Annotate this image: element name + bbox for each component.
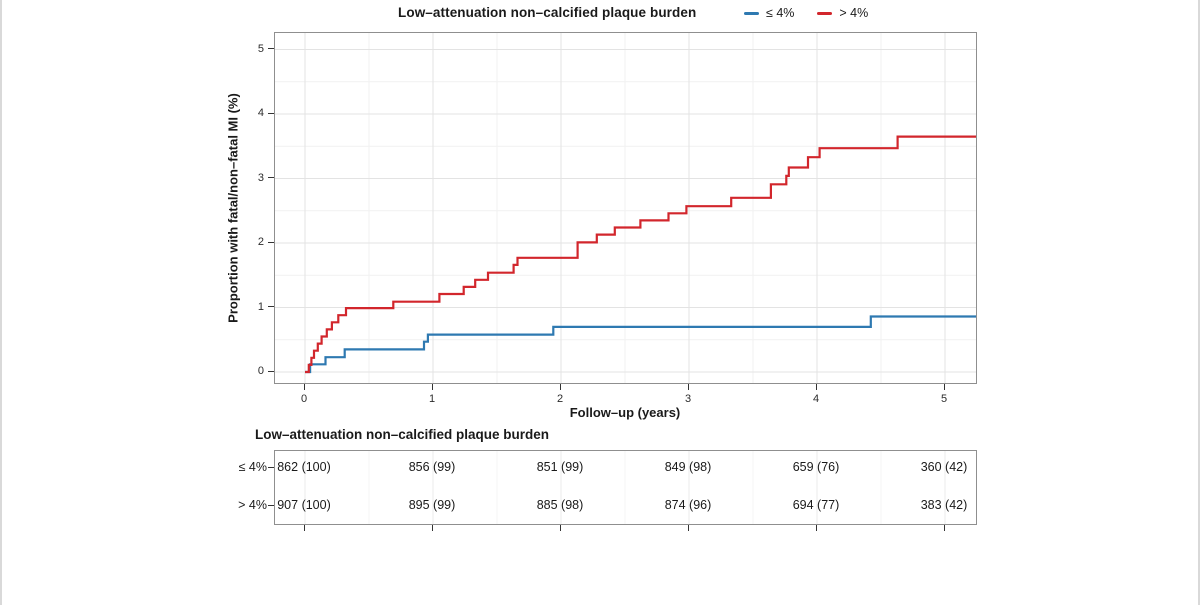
- plot-panel: [274, 32, 977, 384]
- legend-item-gt4: > 4%: [817, 6, 868, 20]
- risk-table-bottom-tick: [431, 525, 433, 531]
- risk-table-cell: 694 (77): [792, 498, 840, 512]
- x-tick-label: 0: [300, 393, 308, 405]
- y-tick-mark: [268, 241, 274, 243]
- x-tick-label: 5: [940, 393, 948, 405]
- risk-table-row-label: > 4%: [238, 498, 267, 512]
- risk-table-cell: 659 (76): [792, 460, 840, 474]
- y-tick-label: 0: [257, 365, 264, 377]
- x-tick-mark: [815, 384, 817, 390]
- risk-table-row-tick: [268, 466, 274, 468]
- risk-table-gridlines: [304, 451, 946, 524]
- km-curve-le4: [305, 315, 976, 374]
- y-tick-label: 3: [257, 171, 264, 184]
- y-tick-mark: [268, 112, 274, 114]
- y-tick-mark: [268, 48, 274, 49]
- risk-table-bottom-tick: [559, 525, 561, 531]
- risk-table-cell: 907 (100): [277, 498, 331, 512]
- risk-table-title: Low–attenuation non–calcified plaque bur…: [255, 427, 550, 442]
- window-edge-right: [1198, 0, 1200, 605]
- y-axis-title: Proportion with fatal/non–fatal MI (%): [225, 93, 241, 323]
- risk-table-bottom-tick: [815, 525, 817, 531]
- y-tick-label: 4: [257, 107, 264, 119]
- x-tick-mark: [687, 384, 689, 390]
- risk-table-cell: 849 (98): [664, 460, 712, 474]
- y-tick-mark: [268, 306, 274, 307]
- risk-table-row-label: ≤ 4%: [238, 460, 267, 474]
- x-tick-mark: [559, 384, 561, 390]
- risk-table-frame: [274, 450, 977, 525]
- risk-table-row-tick: [268, 504, 274, 506]
- risk-table-cell: 851 (99): [536, 460, 584, 474]
- risk-table-cell: 874 (96): [664, 498, 712, 512]
- x-tick-label: 2: [556, 393, 564, 405]
- y-tick-mark: [268, 370, 274, 372]
- legend-label-le4: ≤ 4%: [766, 6, 795, 20]
- x-tick-label: 3: [684, 393, 692, 405]
- km-curves-plot: [275, 33, 976, 383]
- x-tick-mark: [943, 384, 945, 390]
- x-axis-title: Follow–up (years): [569, 405, 681, 420]
- risk-table-bottom-tick: [303, 525, 305, 531]
- y-tick-label: 2: [257, 236, 264, 248]
- risk-table-cell: 856 (99): [408, 460, 456, 474]
- risk-table-cell: 895 (99): [408, 498, 456, 512]
- x-tick-label: 4: [812, 393, 820, 405]
- legend-item-le4: ≤ 4%: [744, 6, 794, 20]
- risk-table-cell: 862 (100): [277, 460, 331, 474]
- risk-table-cell: 360 (42): [920, 460, 968, 474]
- x-tick-mark: [303, 384, 305, 390]
- risk-table-bottom-tick: [943, 525, 945, 531]
- chart-title: Low–attenuation non–calcified plaque bur…: [398, 5, 697, 20]
- x-tick-label: 1: [428, 393, 436, 405]
- legend-label-gt4: > 4%: [839, 6, 869, 20]
- risk-table-cell: 885 (98): [536, 498, 584, 512]
- km-curve-gt4: [305, 135, 976, 374]
- legend-key-line-blue-icon: [744, 11, 759, 15]
- legend-key-line-red-icon: [817, 11, 833, 15]
- y-tick-label: 1: [257, 300, 264, 313]
- y-tick-mark: [268, 177, 274, 178]
- chart-legend: ≤ 4% > 4%: [744, 6, 882, 20]
- y-tick-label: 5: [257, 42, 264, 55]
- window-edge-left: [0, 0, 2, 605]
- risk-table-cell: 383 (42): [920, 498, 968, 512]
- x-tick-mark: [431, 384, 433, 390]
- risk-table-bottom-tick: [687, 525, 689, 531]
